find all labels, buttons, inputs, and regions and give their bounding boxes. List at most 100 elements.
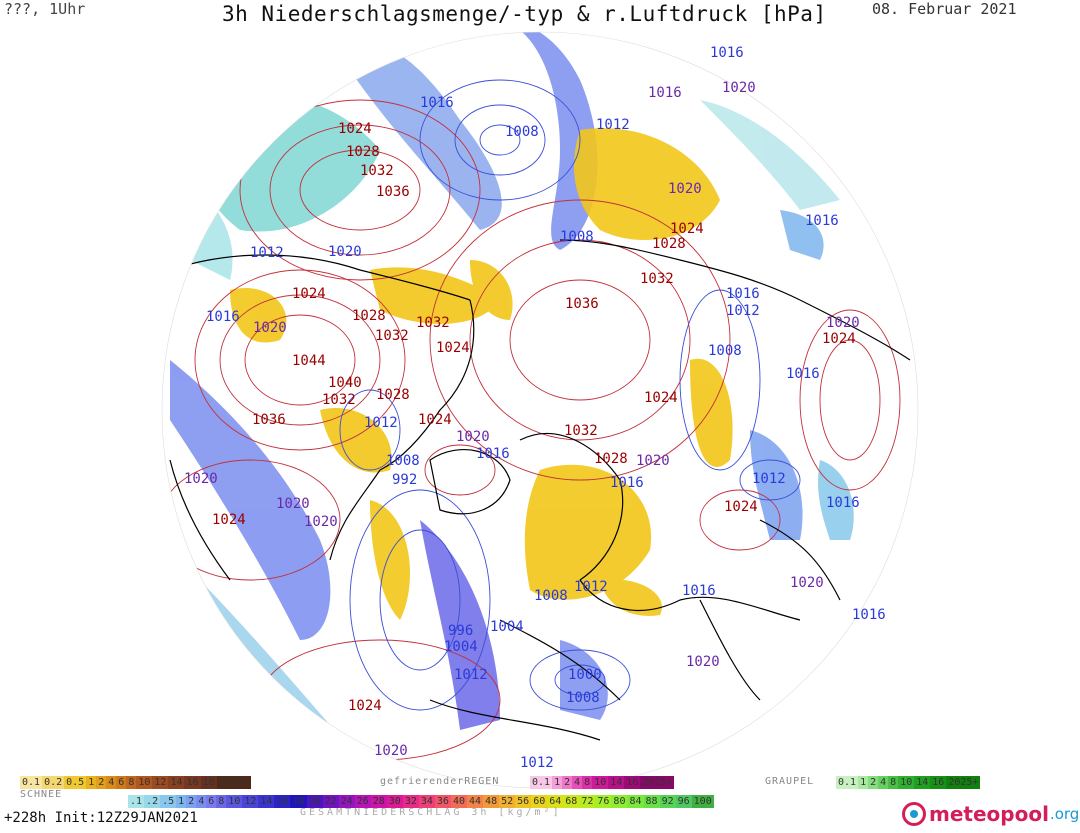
isobar-label: 1008 [560,229,594,245]
legend-graupel-swatch: 8 [888,776,899,789]
legend-snow-swatch: 8 [126,776,137,789]
legend-freezing-rain-swatch: 8 [582,776,593,789]
legend-snow-swatch: 0.5 [64,776,87,789]
isobar-label: 1004 [444,639,478,655]
legend-total-swatch: 100 [691,795,714,808]
legend-total-swatch: 30 [386,795,403,808]
legend-total-swatch: 36 [434,795,451,808]
legend-total-swatch: 80 [611,795,628,808]
isobar-label: 1016 [420,95,454,111]
isobar-label: 1020 [328,244,362,260]
isobar-label: 1028 [376,387,410,403]
legend-graupel-swatch: 2025+ [946,776,981,789]
coastlines [169,239,911,741]
isobar-label: 1032 [360,163,394,179]
legend-snow: 0.1 0.2 0.5 1 2 4 6 8 10 12 14 16 18 2025+ [20,776,251,789]
isobar-label: 1008 [708,343,742,359]
legend-total-swatch: 52 [499,795,516,808]
legend-total-swatch: 14 [258,795,275,808]
isobar-label: 1036 [376,184,410,200]
legend-total-swatch: 64 [547,795,564,808]
legend-snow-swatch: 6 [116,776,127,789]
legend-total-swatch: 8 [216,795,227,808]
isobar-label: 1008 [386,453,420,469]
isobar-label: 1012 [726,303,760,319]
legend-graupel-swatch: 2 [868,776,879,789]
rain-precip-areas [230,128,733,620]
isobar-label: 1020 [184,471,218,487]
isobars-low [339,79,801,711]
legend-freezing-rain-swatch: 0.1 [530,776,553,789]
isobar-label: 1024 [644,390,678,406]
legend-freezing-rain-title: gefrierenderREGEN [380,776,500,787]
legend-total-swatch: 20 [306,795,323,808]
isobar-label: 1020 [253,320,287,336]
legend-total-swatch: 72 [579,795,596,808]
isobar-label: 1032 [322,392,356,408]
isobar-label: 1024 [418,412,452,428]
isobar-label: 1000 [568,667,602,683]
legend-freezing-rain-swatch: 16 [624,776,641,789]
header-run-info: ???, 1Uhr [4,0,86,18]
legend-total-swatch: 24 [338,795,355,808]
isobar-label: 1020 [686,654,720,670]
meteopool-logo-icon [902,802,926,826]
legend-total-swatch: 60 [531,795,548,808]
legend-freezing-rain-swatch: 2025+ [640,776,675,789]
legend-total-swatch: 96 [675,795,692,808]
legend-snow-swatch: 4 [106,776,117,789]
isobar-label: 1016 [610,475,644,491]
legend-total-swatch: 44 [467,795,484,808]
legend-freezing-rain-swatch: 4 [572,776,583,789]
legend-total-swatch: 48 [483,795,500,808]
isobar-label: 996 [448,623,474,639]
isobar-label: 1032 [564,423,598,439]
legend-graupel-swatch: 0.1 [836,776,859,789]
legend-total-swatch: 26 [354,795,371,808]
isobar-label: 1028 [594,451,628,467]
isobar-label: 1024 [292,286,326,302]
legend-snow-swatch: 1 [86,776,97,789]
legend-freezing-rain-swatch: 2 [562,776,573,789]
legend-graupel-swatch: 4 [878,776,889,789]
legend-total-swatch: 40 [450,795,467,808]
meteopool-logo[interactable]: meteopool .org [902,802,1079,826]
legend-graupel: 0.1 1 2 4 8 10 14 16 2025+ [836,776,981,789]
isobar-label: 1020 [826,315,860,331]
isobar-label: 1016 [476,446,510,462]
legend-freezing-rain-swatch: 14 [608,776,625,789]
legend-total-swatch: 28 [370,795,387,808]
isobar-label: 1024 [212,512,246,528]
legend-total-swatch: 92 [659,795,676,808]
isobar-label: 1020 [722,80,756,96]
isobars-high [162,99,901,761]
isobar-label: 1036 [252,412,286,428]
legend-total-swatch: .5 [160,795,177,808]
isobar-label: 1028 [652,236,686,252]
legend-total-swatch: 16 [274,795,291,808]
legend-graupel-title: GRAUPEL [765,776,815,787]
legend-total-swatch: 84 [627,795,644,808]
isobar-label: 1020 [636,453,670,469]
legend-graupel-swatch: 10 [898,776,915,789]
logo-text: meteopool [929,802,1049,826]
isobar-label: 1016 [206,309,240,325]
map-title: 3h Niederschlagsmenge/-typ & r.Luftdruck… [222,2,827,26]
isobar-label: 1024 [338,121,372,137]
legend-freezing-rain: 0.1 1 2 4 8 10 14 16 2025+ [530,776,675,789]
isobar-label: 1028 [352,308,386,324]
legend-freezing-rain-swatch: 1 [552,776,563,789]
legend-total-swatch: .1 [128,795,145,808]
isobar-label: 1020 [456,429,490,445]
forecast-init-info: +228h Init:12Z29JAN2021 [4,810,198,826]
legend-total-swatch: 1 [176,795,187,808]
isobar-label: 1016 [726,286,760,302]
legend-graupel-swatch: 16 [930,776,947,789]
isobar-label: 1040 [328,375,362,391]
isobar-label: 1028 [346,144,380,160]
isobar-label: 1044 [292,353,326,369]
isobar-label: 1016 [805,213,839,229]
isobar-label: 1024 [348,698,382,714]
isobar-label: 1012 [574,579,608,595]
